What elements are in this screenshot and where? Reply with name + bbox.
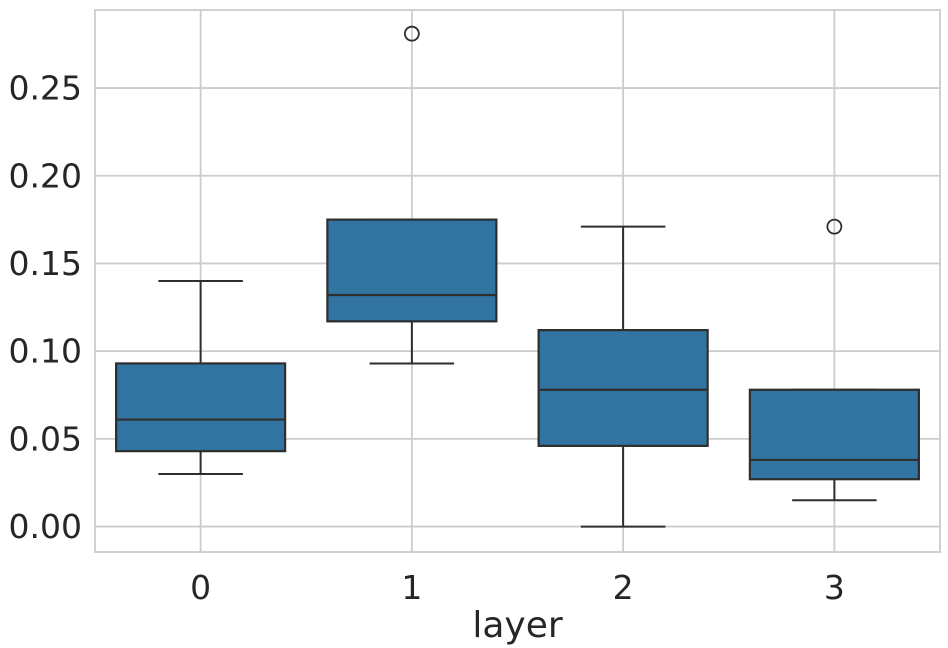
y-tick-label-0.10: 0.10 <box>9 332 82 371</box>
x-tick-label-2: 2 <box>613 568 634 607</box>
x-axis-label: layer <box>472 605 563 646</box>
y-tick-label-0.20: 0.20 <box>9 156 82 195</box>
x-tick-label-3: 3 <box>824 568 845 607</box>
y-tick-label-0.15: 0.15 <box>9 244 82 283</box>
box-0 <box>115 362 287 453</box>
y-tick-label-0.25: 0.25 <box>9 69 82 108</box>
box-2 <box>537 329 709 447</box>
outlier-point-1-0 <box>403 25 420 42</box>
y-tick-label-0.00: 0.00 <box>9 507 82 546</box>
axes-frame <box>94 9 941 553</box>
outlier-point-3-0 <box>826 218 843 235</box>
x-tick-label-0: 0 <box>190 568 211 607</box>
box-1 <box>326 218 498 323</box>
y-tick-label-0.05: 0.05 <box>9 419 82 458</box>
box-3 <box>748 388 920 481</box>
x-tick-label-1: 1 <box>401 568 422 607</box>
